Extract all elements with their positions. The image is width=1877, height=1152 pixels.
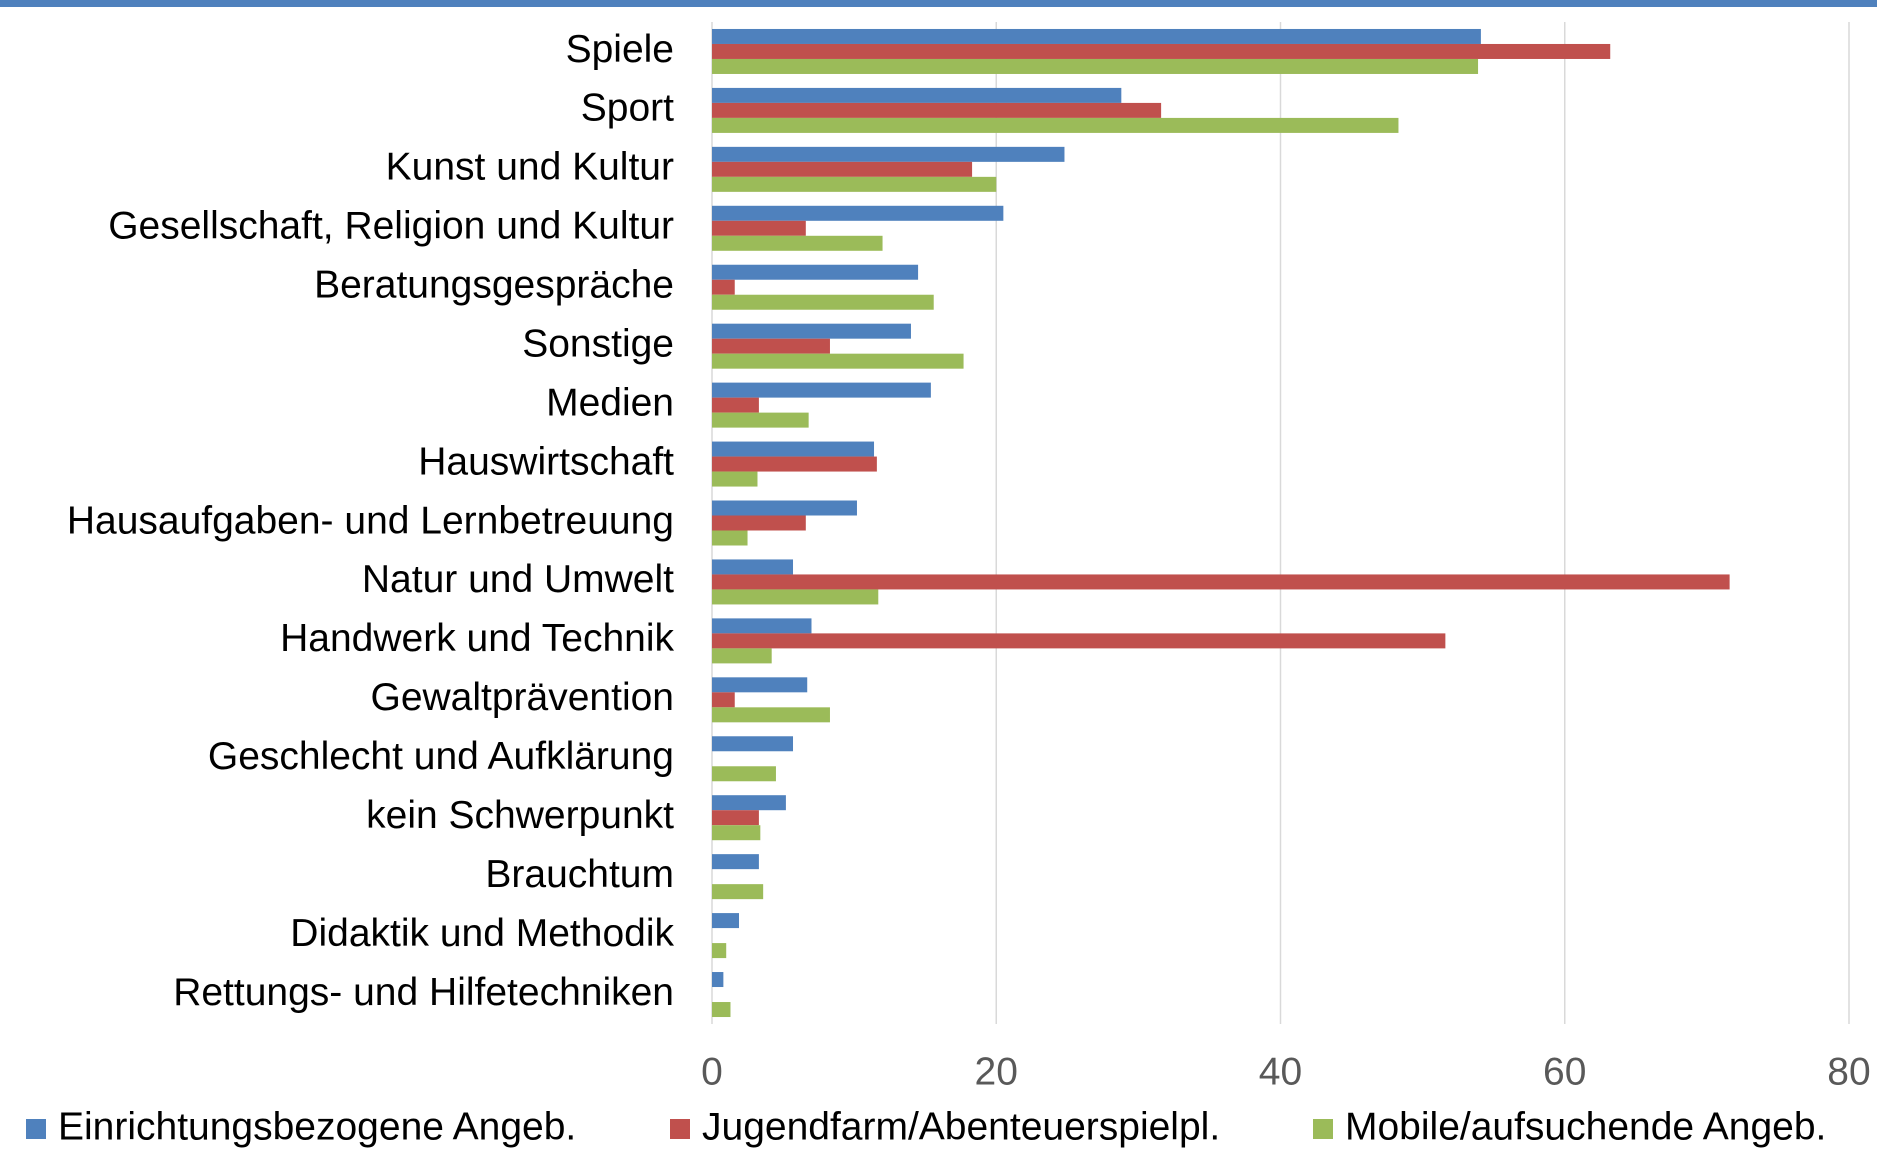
bar [712,943,727,959]
bar [712,500,857,516]
bar [712,677,808,693]
y-tick-label: Spiele [566,28,674,71]
bar [712,323,911,339]
bar [712,736,794,752]
y-tick-label: Medien [546,381,674,424]
bar [712,294,934,310]
bar [712,235,883,251]
bar [712,382,931,398]
top-strip [0,0,1877,7]
x-tick-label: 80 [1827,1050,1870,1093]
x-tick-label: 40 [1259,1050,1302,1093]
legend-label: Jugendfarm/Abenteuerspielpl. [702,1105,1220,1148]
y-tick-label: Brauchtum [485,853,674,896]
y-tick-label: Kunst und Kultur [386,146,674,189]
bar [712,471,758,487]
bar [712,87,1122,103]
bar [712,441,875,457]
y-tick-label: Didaktik und Methodik [290,912,674,955]
bar [712,117,1399,133]
y-tick-label: Handwerk und Technik [280,617,674,660]
bar [712,338,830,354]
bar [712,972,724,988]
bar [712,825,761,841]
bar [712,43,1611,59]
x-tick-label: 60 [1543,1050,1586,1093]
bar [712,1002,731,1018]
legend-label: Einrichtungsbezogene Angeb. [58,1105,576,1148]
y-tick-label: Natur und Umwelt [362,558,674,601]
bar [712,884,764,900]
x-tick-label: 0 [701,1050,723,1093]
legend-swatch [1313,1119,1333,1139]
y-tick-label: Sport [581,87,674,130]
bar [712,574,1730,590]
y-tick-label: Hauswirtschaft [418,440,674,483]
legend-swatch [26,1119,46,1139]
bar [712,412,809,428]
y-tick-label: Geschlecht und Aufklärung [208,735,674,778]
bar [712,707,830,723]
bar [712,810,759,826]
bar [712,146,1065,162]
bar [712,456,877,472]
y-tick-label: Beratungsgespräche [314,264,674,307]
bar [712,161,973,177]
bar [712,176,997,192]
bar [712,205,1004,221]
bar [712,102,1162,118]
bar [712,397,759,413]
y-tick-label: Hausaufgaben- und Lernbetreuung [67,499,674,542]
bar [712,530,748,546]
bar [712,913,740,929]
bar [712,559,794,575]
bar [712,589,879,605]
bar [712,28,1481,44]
bar [712,279,735,295]
bar [712,633,1446,649]
bar [712,618,812,634]
bar [712,353,964,369]
legend-label: Mobile/aufsuchende Angeb. [1345,1105,1826,1148]
y-tick-label: Gewaltprävention [370,676,674,719]
bar [712,58,1479,74]
bar [712,766,776,782]
y-tick-label: Sonstige [522,322,674,365]
bar [712,515,806,531]
bar [712,220,806,236]
legend-swatch [670,1119,690,1139]
y-tick-label: Rettungs- und Hilfetechniken [173,971,674,1014]
bar [712,795,786,811]
bar [712,692,735,708]
bar [712,854,759,870]
bar [712,648,772,664]
bar [712,264,919,280]
x-tick-label: 20 [975,1050,1018,1093]
y-tick-label: Gesellschaft, Religion und Kultur [108,205,674,248]
y-tick-label: kein Schwerpunkt [366,794,674,837]
